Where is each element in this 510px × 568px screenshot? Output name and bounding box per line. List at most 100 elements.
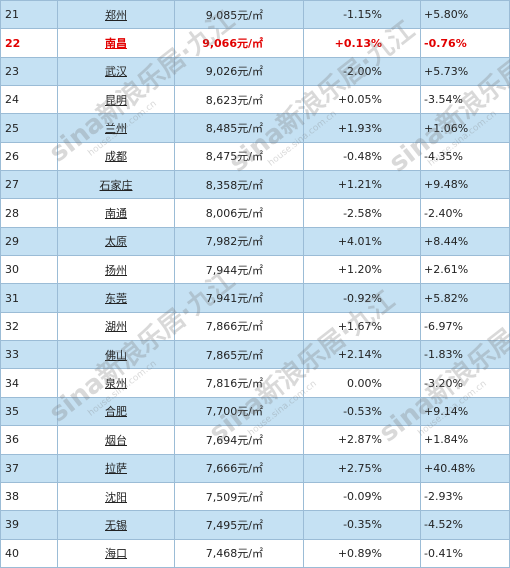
city-link[interactable]: 南昌 (105, 37, 127, 51)
city-link[interactable]: 武汉 (105, 65, 127, 79)
city-link[interactable]: 烟台 (105, 433, 127, 447)
rank-cell: 25 (0, 113, 58, 143)
city-link[interactable]: 昆明 (105, 93, 127, 107)
city-link[interactable]: 郑州 (105, 8, 127, 22)
table-row: 36 烟台 7,694元/㎡ +2.87% +1.84% (0, 425, 510, 455)
yoy-change-cell: +5.82% (420, 283, 510, 313)
mom-change-cell: -2.58% (303, 198, 421, 228)
mom-change-cell: +0.89% (303, 538, 421, 568)
city-link[interactable]: 兰州 (105, 122, 127, 136)
yoy-change-cell: +9.48% (420, 170, 510, 200)
rank-cell: 30 (0, 255, 58, 285)
city-link[interactable]: 南通 (105, 207, 127, 221)
rank-cell: 29 (0, 226, 58, 257)
rank-cell: 22 (0, 28, 58, 58)
yoy-change-cell: -3.54% (420, 85, 510, 115)
rank-cell: 34 (0, 368, 58, 398)
city-cell[interactable]: 合肥 (57, 396, 175, 427)
price-cell: 8,485元/㎡ (174, 113, 304, 143)
city-link[interactable]: 石家庄 (99, 178, 133, 192)
price-cell: 7,866元/㎡ (174, 311, 304, 342)
city-link[interactable]: 合肥 (105, 405, 127, 419)
city-cell[interactable]: 郑州 (57, 0, 175, 30)
city-cell[interactable]: 海口 (57, 538, 175, 568)
yoy-change-cell: +1.06% (420, 113, 510, 143)
mom-change-cell: +0.05% (303, 85, 421, 115)
price-cell: 7,700元/㎡ (174, 396, 304, 427)
city-link[interactable]: 无锡 (105, 518, 127, 532)
price-cell: 8,006元/㎡ (174, 198, 304, 228)
city-cell[interactable]: 南昌 (57, 28, 175, 58)
mom-change-cell: +1.21% (303, 170, 421, 200)
mom-change-cell: +1.93% (303, 113, 421, 143)
price-cell: 7,495元/㎡ (174, 510, 304, 540)
mom-change-cell: 0.00% (303, 368, 421, 398)
city-cell[interactable]: 无锡 (57, 510, 175, 540)
mom-change-cell: +0.13% (303, 28, 421, 58)
city-cell[interactable]: 扬州 (57, 255, 175, 285)
table-row: 35 合肥 7,700元/㎡ -0.53% +9.14% (0, 396, 510, 427)
price-cell: 7,944元/㎡ (174, 255, 304, 285)
yoy-change-cell: +9.14% (420, 396, 510, 427)
mom-change-cell: +2.87% (303, 425, 421, 455)
table-row: 30 扬州 7,944元/㎡ +1.20% +2.61% (0, 255, 510, 285)
table-row: 29 太原 7,982元/㎡ +4.01% +8.44% (0, 226, 510, 257)
mom-change-cell: +1.20% (303, 255, 421, 285)
city-link[interactable]: 海口 (105, 547, 127, 561)
rank-cell: 24 (0, 85, 58, 115)
city-link[interactable]: 泉州 (105, 377, 127, 391)
city-cell[interactable]: 拉萨 (57, 453, 175, 483)
city-cell[interactable]: 南通 (57, 198, 175, 228)
mom-change-cell: -0.35% (303, 510, 421, 540)
city-cell[interactable]: 石家庄 (57, 170, 175, 200)
city-link[interactable]: 东莞 (105, 292, 127, 306)
price-cell: 7,816元/㎡ (174, 368, 304, 398)
city-link[interactable]: 拉萨 (105, 462, 127, 476)
city-link[interactable]: 沈阳 (105, 490, 127, 504)
rank-cell: 37 (0, 453, 58, 483)
table-row: 38 沈阳 7,509元/㎡ -0.09% -2.93% (0, 481, 510, 512)
city-cell[interactable]: 太原 (57, 226, 175, 257)
city-cell[interactable]: 成都 (57, 141, 175, 172)
price-cell: 7,941元/㎡ (174, 283, 304, 313)
table-row: 25 兰州 8,485元/㎡ +1.93% +1.06% (0, 113, 510, 143)
yoy-change-cell: +8.44% (420, 226, 510, 257)
yoy-change-cell: -2.40% (420, 198, 510, 228)
rank-cell: 38 (0, 481, 58, 512)
yoy-change-cell: -0.41% (420, 538, 510, 568)
city-cell[interactable]: 兰州 (57, 113, 175, 143)
city-link[interactable]: 成都 (105, 150, 127, 164)
city-link[interactable]: 湖州 (105, 320, 127, 334)
city-cell[interactable]: 佛山 (57, 340, 175, 370)
yoy-change-cell: +2.61% (420, 255, 510, 285)
rank-cell: 32 (0, 311, 58, 342)
yoy-change-cell: +5.73% (420, 56, 510, 87)
rank-cell: 28 (0, 198, 58, 228)
price-cell: 7,666元/㎡ (174, 453, 304, 483)
city-cell[interactable]: 武汉 (57, 56, 175, 87)
table-row: 24 昆明 8,623元/㎡ +0.05% -3.54% (0, 85, 510, 115)
price-cell: 8,623元/㎡ (174, 85, 304, 115)
table-row: 31 东莞 7,941元/㎡ -0.92% +5.82% (0, 283, 510, 313)
city-cell[interactable]: 东莞 (57, 283, 175, 313)
city-link[interactable]: 佛山 (105, 348, 127, 362)
city-link[interactable]: 扬州 (105, 263, 127, 277)
rank-cell: 31 (0, 283, 58, 313)
table-row: 32 湖州 7,866元/㎡ +1.67% -6.97% (0, 311, 510, 342)
city-cell[interactable]: 烟台 (57, 425, 175, 455)
table-row: 21 郑州 9,085元/㎡ -1.15% +5.80% (0, 0, 510, 30)
price-cell: 9,066元/㎡ (174, 28, 304, 58)
rank-cell: 36 (0, 425, 58, 455)
city-cell[interactable]: 沈阳 (57, 481, 175, 512)
mom-change-cell: +1.67% (303, 311, 421, 342)
city-link[interactable]: 太原 (105, 235, 127, 249)
city-cell[interactable]: 湖州 (57, 311, 175, 342)
mom-change-cell: -0.48% (303, 141, 421, 172)
mom-change-cell: -0.92% (303, 283, 421, 313)
rank-cell: 40 (0, 538, 58, 568)
table-row: 34 泉州 7,816元/㎡ 0.00% -3.20% (0, 368, 510, 398)
city-cell[interactable]: 昆明 (57, 85, 175, 115)
city-cell[interactable]: 泉州 (57, 368, 175, 398)
yoy-change-cell: -1.83% (420, 340, 510, 370)
rank-cell: 27 (0, 170, 58, 200)
